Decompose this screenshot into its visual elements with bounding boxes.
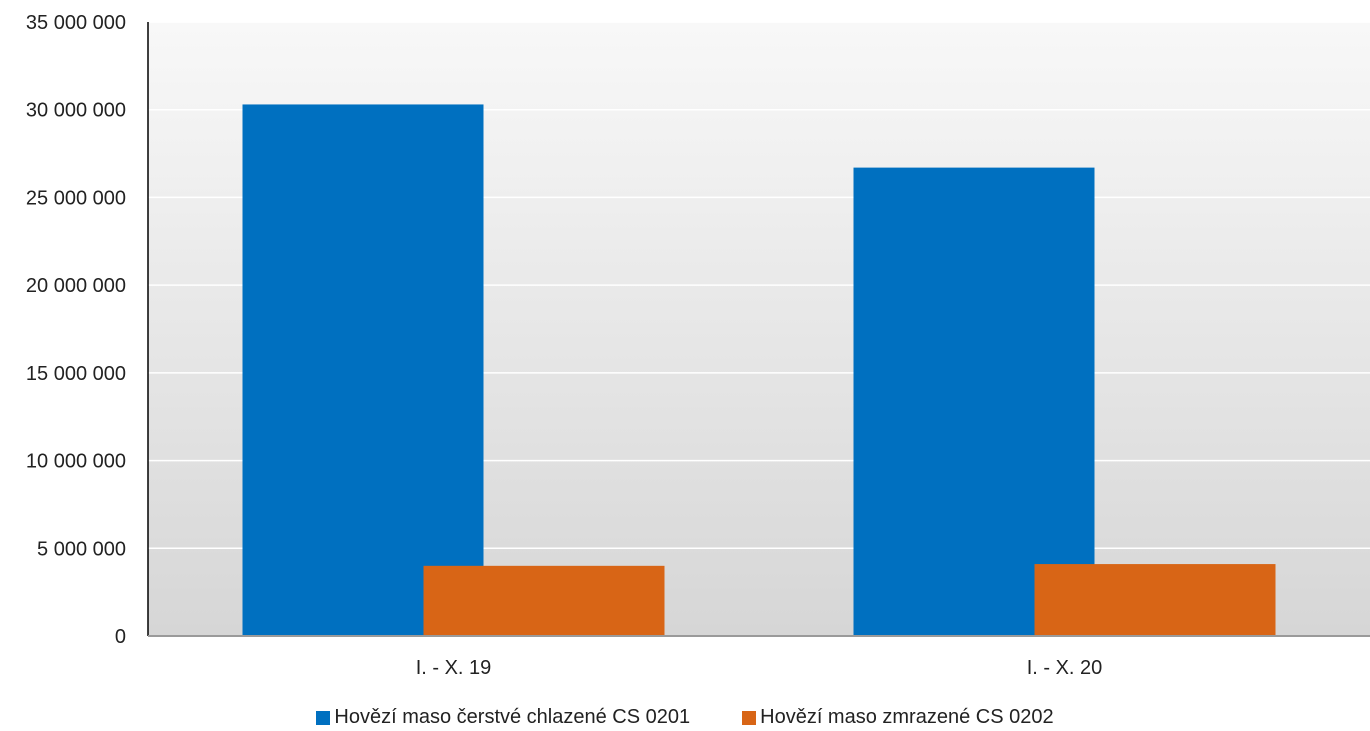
bar-chilled-1 bbox=[853, 167, 1095, 636]
x-tick-label: I. - X. 19 bbox=[416, 657, 492, 679]
y-tick-label: 35 000 000 bbox=[26, 12, 126, 34]
legend-item-series-0: Hovězí maso čerstvé chlazené CS 0201 bbox=[316, 706, 690, 729]
legend-swatch bbox=[742, 710, 757, 725]
y-tick-label: 5 000 000 bbox=[37, 538, 126, 560]
legend-label: Hovězí maso čerstvé chlazené CS 0201 bbox=[334, 706, 691, 728]
y-tick-label: 25 000 000 bbox=[26, 187, 126, 209]
legend-item-series-1: Hovězí maso zmrazené CS 0202 bbox=[742, 706, 1054, 729]
y-tick-label: 30 000 000 bbox=[26, 100, 126, 122]
y-tick-label: 0 bbox=[115, 626, 126, 648]
y-tick-label: 15 000 000 bbox=[26, 363, 126, 385]
bar-frozen-0 bbox=[423, 565, 665, 636]
y-tick-label: 10 000 000 bbox=[26, 451, 126, 473]
bar-chilled-0 bbox=[242, 104, 484, 637]
legend-swatch bbox=[316, 710, 331, 725]
y-tick-label: 20 000 000 bbox=[26, 275, 126, 297]
legend-label: Hovězí maso zmrazené CS 0202 bbox=[760, 706, 1054, 728]
bar-frozen-1 bbox=[1034, 564, 1276, 636]
plot-area: 0 5 000 000 10 000 000 15 000 000 20 000 000… bbox=[26, 12, 1370, 679]
legend: Hovězí maso čerstvé chlazené CS 0201 Hov… bbox=[0, 706, 1370, 729]
x-tick-label: I. - X. 20 bbox=[1027, 657, 1103, 679]
